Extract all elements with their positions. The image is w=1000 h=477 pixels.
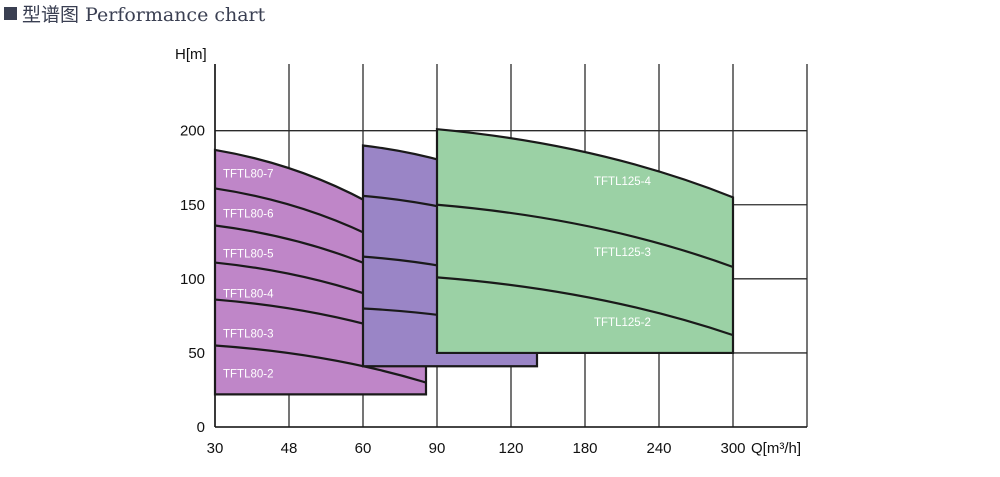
y-tick-label: 150 [180,197,205,214]
chart-axes: H[m] Q[m³/h] 30 48 60 90 120 180 240 300 0 50 100 1… [175,46,801,457]
performance-curve [214,344,427,384]
model-label: TFTL80-2 [223,369,274,381]
x-tick-label: 30 [207,440,224,457]
model-label: TFTL125-3 [594,247,651,259]
page-header: 型谱图 Performance chart [4,1,266,26]
x-tick-label: 180 [572,440,597,457]
x-tick-label: 60 [355,440,372,457]
region-tftl125: TFTL125-4 TFTL125-3 TFTL125-2 [435,127,735,355]
x-axis-label: Q[m³/h] [751,440,801,457]
x-tick-label: 240 [646,440,671,457]
y-axis-label: H[m] [175,46,207,63]
model-label: TFTL80-3 [223,329,274,341]
region-area [435,127,735,355]
chart-frame [214,64,807,428]
y-tick-label: 50 [188,345,205,362]
x-tick-label: 48 [281,440,298,457]
x-tick-label: 120 [498,440,523,457]
model-label: TFTL80-6 [223,209,274,221]
chart-regions: TFTL80-7 TFTL80-6 TFTL80-5 TFTL80-4 TFTL80-3… [213,127,735,396]
page-title: 型谱图 Performance chart [22,3,266,26]
y-tick-label: 100 [180,271,205,288]
x-tick-label: 300 [720,440,745,457]
performance-curve [436,276,734,337]
model-label: TFTL125-4 [594,176,651,188]
y-tick-label: 200 [180,123,205,140]
model-label: TFTL80-5 [223,249,274,261]
model-label: TFTL80-7 [223,169,274,181]
model-label: TFTL80-4 [223,289,274,301]
header-square-icon [4,6,17,20]
x-tick-label: 90 [429,440,446,457]
y-tick-label: 0 [197,419,205,436]
model-label: TFTL125-2 [594,317,651,329]
performance-curve [436,203,734,269]
